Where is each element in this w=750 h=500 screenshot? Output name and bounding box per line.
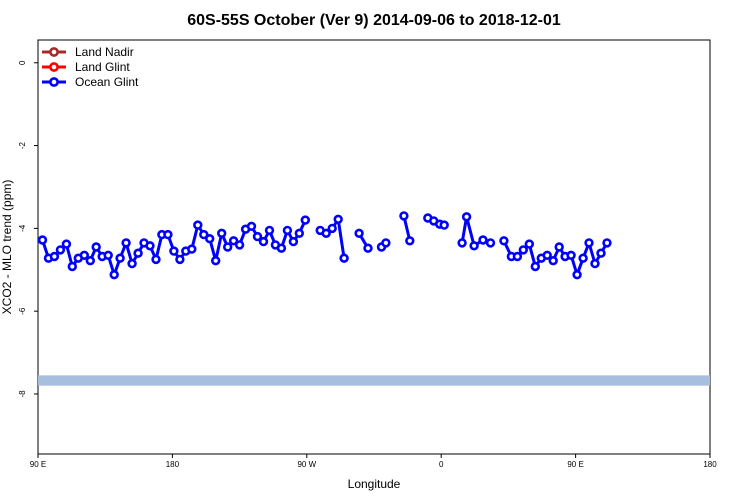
data-point	[276, 243, 287, 253]
data-point	[151, 254, 161, 265]
data-point	[133, 248, 143, 258]
data-point	[211, 256, 221, 266]
x-axis-label: Longitude	[348, 477, 401, 491]
data-point	[339, 253, 349, 263]
data-point	[49, 251, 60, 262]
data-point	[234, 240, 245, 250]
data-point	[109, 270, 119, 280]
data-point	[363, 243, 373, 253]
data-point	[548, 256, 558, 266]
data-point	[354, 228, 364, 239]
data-point	[258, 236, 269, 247]
data-point	[578, 253, 588, 263]
data-point	[381, 238, 391, 248]
x-tick-label: 90 E	[30, 460, 46, 469]
legend-marker	[49, 62, 59, 72]
data-point	[499, 236, 509, 246]
x-tick-label: 180	[166, 460, 180, 469]
x-tick-label: 90 E	[567, 460, 583, 469]
data-point	[524, 239, 534, 249]
y-tick-label: 0	[18, 60, 27, 65]
data-point	[321, 228, 331, 239]
x-tick-label: 180	[703, 460, 717, 469]
data-point	[572, 270, 582, 280]
data-point	[37, 235, 48, 245]
data-point	[264, 225, 275, 236]
plot-frame	[37, 39, 711, 455]
data-point	[485, 238, 496, 248]
data-point	[596, 248, 606, 258]
x-tick-label: 0	[439, 460, 444, 469]
data-point	[127, 258, 137, 269]
data-point	[405, 236, 415, 246]
y-tick-label: -2	[18, 141, 27, 149]
y-tick-label: -6	[18, 307, 27, 315]
data-point	[79, 250, 90, 261]
data-point	[282, 225, 293, 236]
data-point	[217, 228, 227, 239]
y-tick-label: -8	[18, 390, 27, 398]
data-point	[55, 245, 66, 255]
y-axis-label: XCO2 - MLO trend (ppm)	[0, 180, 14, 315]
data-point	[193, 220, 203, 230]
data-point	[554, 242, 564, 252]
data-point	[518, 245, 528, 255]
data-point	[187, 244, 197, 254]
data-point	[85, 256, 96, 266]
data-point	[602, 238, 612, 248]
data-point	[228, 236, 239, 246]
data-point	[252, 231, 263, 242]
data-point	[121, 238, 131, 248]
data-point	[469, 241, 479, 251]
data-point	[530, 261, 540, 272]
data-point	[163, 229, 173, 240]
data-point	[461, 212, 472, 222]
data-point	[246, 221, 257, 232]
legend-label: Land Glint	[75, 60, 130, 74]
data-point	[175, 254, 185, 265]
data-point	[590, 258, 600, 269]
data-point	[61, 239, 72, 249]
legend-label: Land Nadir	[75, 45, 134, 59]
legend-label: Ocean Glint	[75, 75, 139, 89]
data-point	[145, 241, 155, 251]
chart-title: 60S-55S October (Ver 9) 2014-09-06 to 20…	[187, 12, 561, 29]
data-point	[584, 238, 594, 248]
data-point	[566, 250, 576, 261]
reference-band	[38, 375, 710, 386]
data-point	[327, 223, 337, 234]
x-tick-label: 90 W	[297, 460, 316, 469]
data-point	[294, 228, 304, 239]
data-point	[542, 250, 552, 261]
data-point	[399, 211, 409, 221]
data-point	[439, 220, 449, 230]
legend-marker	[49, 77, 59, 87]
data-point	[512, 251, 523, 262]
data-point	[205, 234, 215, 244]
data-point	[91, 242, 101, 252]
data-point	[115, 253, 125, 263]
data-point	[223, 242, 233, 252]
data-point	[288, 236, 299, 247]
data-point	[457, 238, 467, 248]
y-tick-label: -4	[18, 224, 27, 232]
legend-marker	[49, 47, 59, 57]
data-point	[300, 215, 310, 225]
data-point	[333, 214, 343, 225]
data-point	[67, 261, 78, 272]
data-point	[478, 235, 488, 245]
data-point	[199, 229, 209, 240]
data-point	[103, 250, 113, 261]
data-point	[169, 246, 179, 256]
